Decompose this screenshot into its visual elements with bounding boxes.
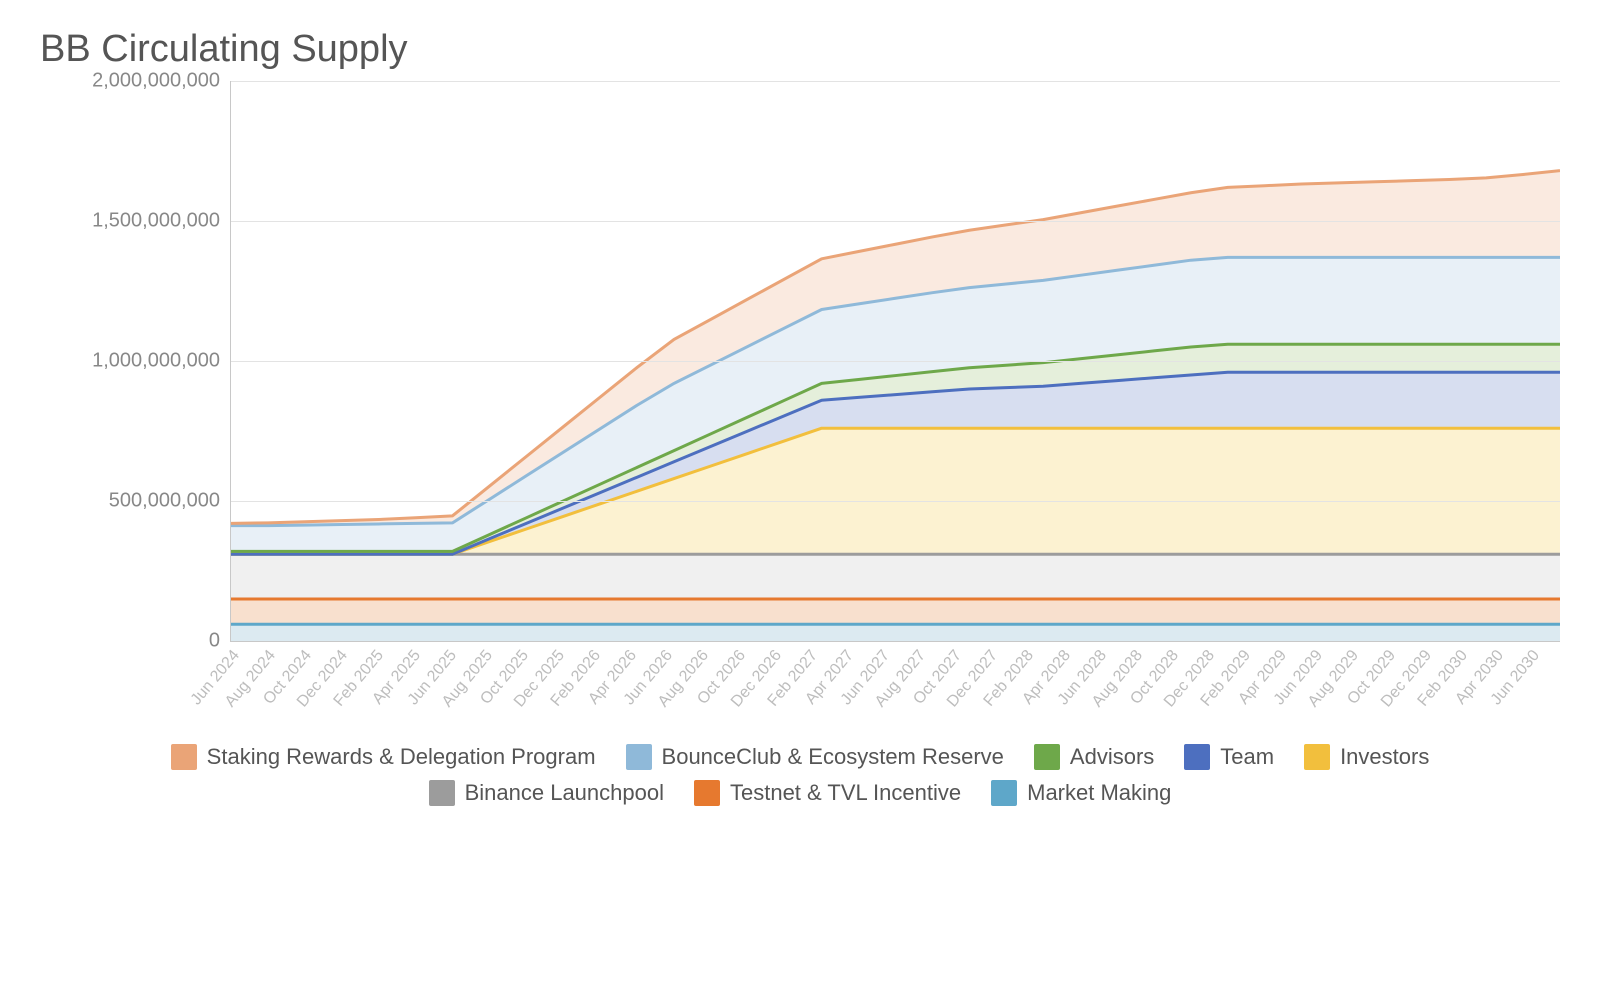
y-tick-label: 1,500,000,000 — [92, 210, 220, 233]
area-testnet_tvl — [231, 599, 1560, 624]
legend-label: Investors — [1340, 744, 1429, 770]
legend-swatch — [991, 780, 1017, 806]
legend-item-bounceclub: BounceClub & Ecosystem Reserve — [626, 744, 1004, 770]
legend-swatch — [1184, 744, 1210, 770]
legend-swatch — [694, 780, 720, 806]
legend-label: Market Making — [1027, 780, 1171, 806]
area-market_making — [231, 624, 1560, 641]
y-axis: 0500,000,0001,000,000,0001,500,000,0002,… — [40, 81, 230, 641]
x-axis: Jun 2024Aug 2024Oct 2024Dec 2024Feb 2025… — [230, 642, 1530, 732]
legend: Staking Rewards & Delegation Program Boun… — [40, 744, 1560, 806]
chart-title: BB Circulating Supply — [40, 28, 1560, 71]
grid-line — [231, 501, 1560, 502]
legend-label: Binance Launchpool — [465, 780, 664, 806]
chart-container: BB Circulating Supply 0 500,000,000 1,000,… — [0, 0, 1600, 826]
y-tick-label: 2,000,000,000 — [92, 70, 220, 93]
legend-item-advisors: Advisors — [1034, 744, 1154, 770]
legend-label: Advisors — [1070, 744, 1154, 770]
legend-item-staking_rewards: Staking Rewards & Delegation Program — [171, 744, 596, 770]
legend-label: BounceClub & Ecosystem Reserve — [662, 744, 1004, 770]
legend-label: Team — [1220, 744, 1274, 770]
area-binance_launchpool — [231, 554, 1560, 599]
legend-item-investors: Investors — [1304, 744, 1429, 770]
y-tick-label: 0 — [209, 630, 220, 653]
grid-line — [231, 361, 1560, 362]
legend-swatch — [626, 744, 652, 770]
legend-item-market_making: Market Making — [991, 780, 1171, 806]
legend-label: Testnet & TVL Incentive — [730, 780, 961, 806]
legend-swatch — [429, 780, 455, 806]
legend-swatch — [1304, 744, 1330, 770]
legend-item-binance_launchpool: Binance Launchpool — [429, 780, 664, 806]
legend-swatch — [171, 744, 197, 770]
legend-item-testnet_tvl: Testnet & TVL Incentive — [694, 780, 961, 806]
legend-label: Staking Rewards & Delegation Program — [207, 744, 596, 770]
grid-line — [231, 81, 1560, 82]
grid-line — [231, 221, 1560, 222]
plot-area — [230, 81, 1560, 642]
legend-item-team: Team — [1184, 744, 1274, 770]
y-tick-label: 1,000,000,000 — [92, 350, 220, 373]
y-tick-label: 500,000,000 — [109, 490, 220, 513]
plot-row: 0500,000,0001,000,000,0001,500,000,0002,… — [40, 81, 1560, 642]
legend-swatch — [1034, 744, 1060, 770]
